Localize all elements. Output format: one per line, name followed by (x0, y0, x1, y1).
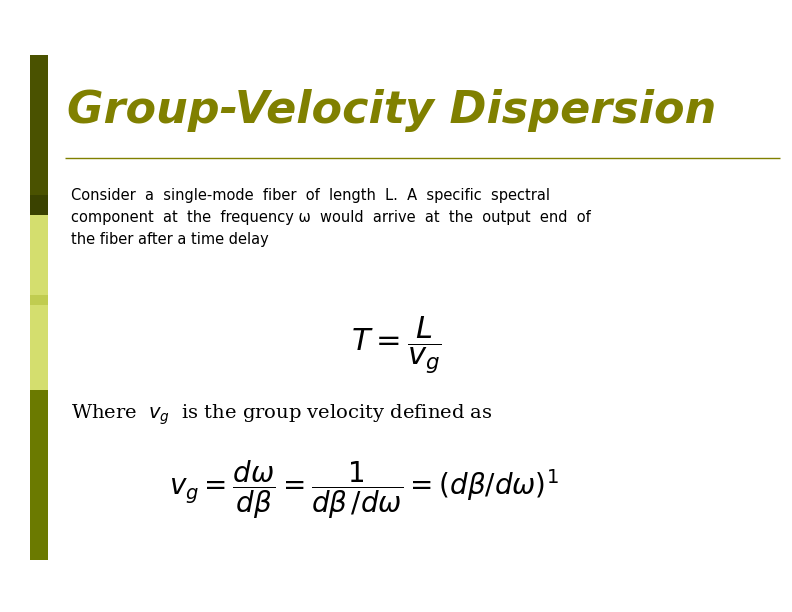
Bar (30, 390, 48, 560)
Text: $T = \dfrac{L}{v_g}$: $T = \dfrac{L}{v_g}$ (351, 315, 441, 376)
Bar (30, 195, 48, 215)
Text: Group-Velocity Dispersion: Group-Velocity Dispersion (67, 89, 717, 132)
Text: $v_g = \dfrac{d\omega}{d\beta} = \dfrac{1}{d\beta\,/d\omega} = \left(d\beta/d\om: $v_g = \dfrac{d\omega}{d\beta} = \dfrac{… (169, 458, 559, 521)
Bar (30, 55, 48, 195)
Text: Where  $v_g$  is the group velocity defined as: Where $v_g$ is the group velocity define… (71, 403, 493, 427)
Bar (30, 215, 48, 390)
Text: component  at  the  frequency ω  would  arrive  at  the  output  end  of: component at the frequency ω would arriv… (71, 210, 591, 225)
Text: Consider  a  single-mode  fiber  of  length  L.  A  specific  spectral: Consider a single-mode fiber of length L… (71, 188, 550, 203)
Bar (30, 295, 48, 305)
Text: the fiber after a time delay: the fiber after a time delay (71, 232, 269, 247)
